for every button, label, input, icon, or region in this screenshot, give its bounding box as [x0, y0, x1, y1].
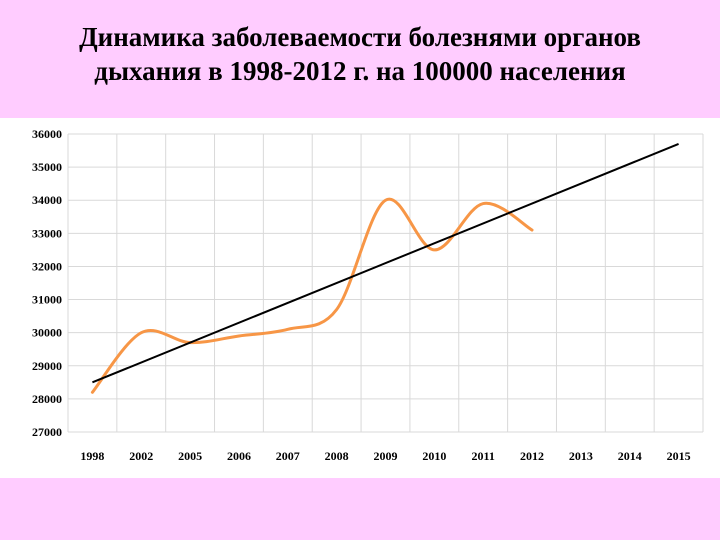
y-tick-label: 29000	[32, 359, 62, 373]
chart-area: 27000 28000 29000 30000 31000 32000 33000 34000…	[0, 118, 720, 478]
x-tick-label: 2002	[129, 449, 153, 463]
x-tick-label: 2012	[520, 449, 544, 463]
slide-title: Динамика заболеваемости болезнями органо…	[0, 20, 720, 88]
y-axis-tick-labels: 27000 28000 29000 30000 31000 32000 33000 34000…	[32, 127, 62, 439]
y-tick-label: 33000	[32, 226, 62, 240]
y-tick-label: 34000	[32, 193, 62, 207]
plot-area	[68, 134, 703, 432]
y-tick-label: 30000	[32, 326, 62, 340]
x-tick-label: 2013	[569, 449, 593, 463]
x-tick-label: 2011	[472, 449, 495, 463]
x-tick-label: 2014	[618, 449, 642, 463]
x-tick-label: 2005	[178, 449, 202, 463]
y-tick-label: 28000	[32, 392, 62, 406]
trend-line	[92, 143, 679, 384]
title-line-2: дыхания в 1998-2012 г. на 100000 населен…	[94, 56, 626, 86]
x-tick-label: 2006	[227, 449, 251, 463]
title-line-1: Динамика заболеваемости болезнями органо…	[79, 22, 641, 52]
x-tick-label: 2015	[667, 449, 691, 463]
x-axis-tick-labels: 1998 2002 2005 2006 2007 2008 2009 2010 2011 2012…	[80, 449, 690, 463]
x-tick-label: 2007	[276, 449, 300, 463]
series-lines	[90, 143, 679, 394]
x-tick-label: 1998	[80, 449, 104, 463]
x-tick-label: 2009	[374, 449, 398, 463]
x-tick-label: 2008	[325, 449, 349, 463]
y-tick-label: 35000	[32, 160, 62, 174]
y-tick-label: 32000	[32, 259, 62, 273]
line-chart: 27000 28000 29000 30000 31000 32000 33000 34000…	[32, 127, 704, 463]
y-tick-label: 36000	[32, 127, 62, 141]
y-tick-label: 31000	[32, 293, 62, 307]
gridlines	[67, 133, 704, 433]
x-tick-label: 2010	[422, 449, 446, 463]
y-tick-label: 27000	[32, 425, 62, 439]
